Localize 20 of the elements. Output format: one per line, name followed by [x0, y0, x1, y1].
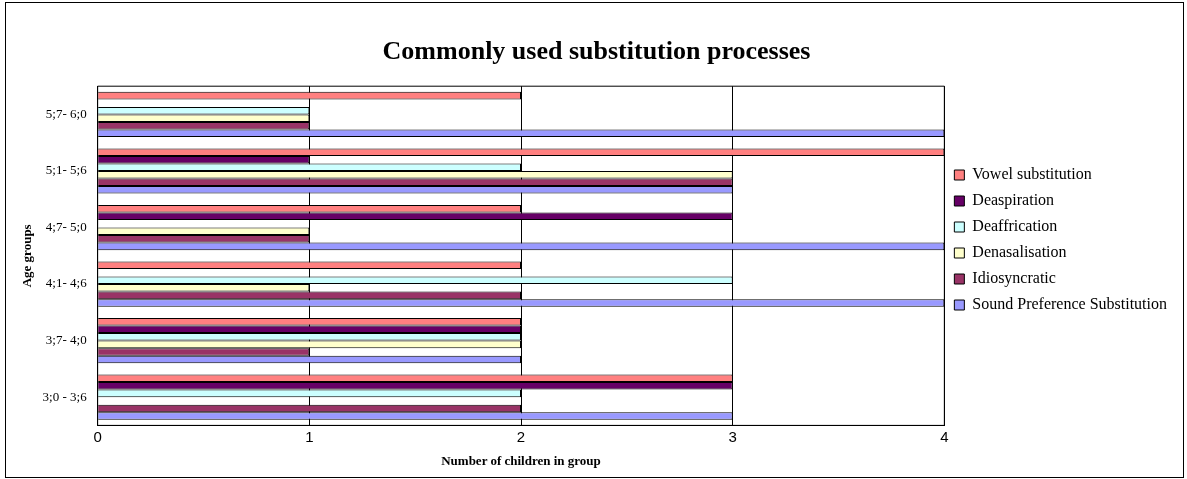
x-tick-label: 0: [93, 427, 102, 445]
legend-label: Sound Preference Substitution: [972, 295, 1167, 313]
y-tick-label: 3;7- 4;0: [45, 332, 87, 348]
y-tick-label: 3;0 - 3;6: [42, 388, 88, 404]
legend-label: Denasalisation: [972, 243, 1067, 261]
x-tick-label: 3: [728, 427, 737, 445]
chart-title: Commonly used substitution processes: [382, 36, 811, 66]
legend-label: Deaspiration: [972, 191, 1055, 210]
y-tick-label: 5;1- 5;6: [45, 162, 88, 178]
y-axis-title: Age groups: [19, 224, 35, 288]
legend-label: Idiosyncratic: [972, 269, 1056, 288]
x-tick-label: 4: [940, 427, 949, 445]
y-tick-label: 4;1- 4;6: [45, 275, 88, 291]
x-axis-title: Number of children in group: [441, 452, 601, 468]
y-tick-label: 4;7- 5;0: [45, 218, 87, 234]
y-tick-label: 5;7- 6;0: [45, 105, 87, 121]
legend-label: Deaffrication: [972, 217, 1058, 235]
legend-label: Vowel substitution: [972, 165, 1092, 183]
x-tick-label: 1: [305, 427, 314, 445]
x-tick-label: 2: [516, 427, 526, 445]
